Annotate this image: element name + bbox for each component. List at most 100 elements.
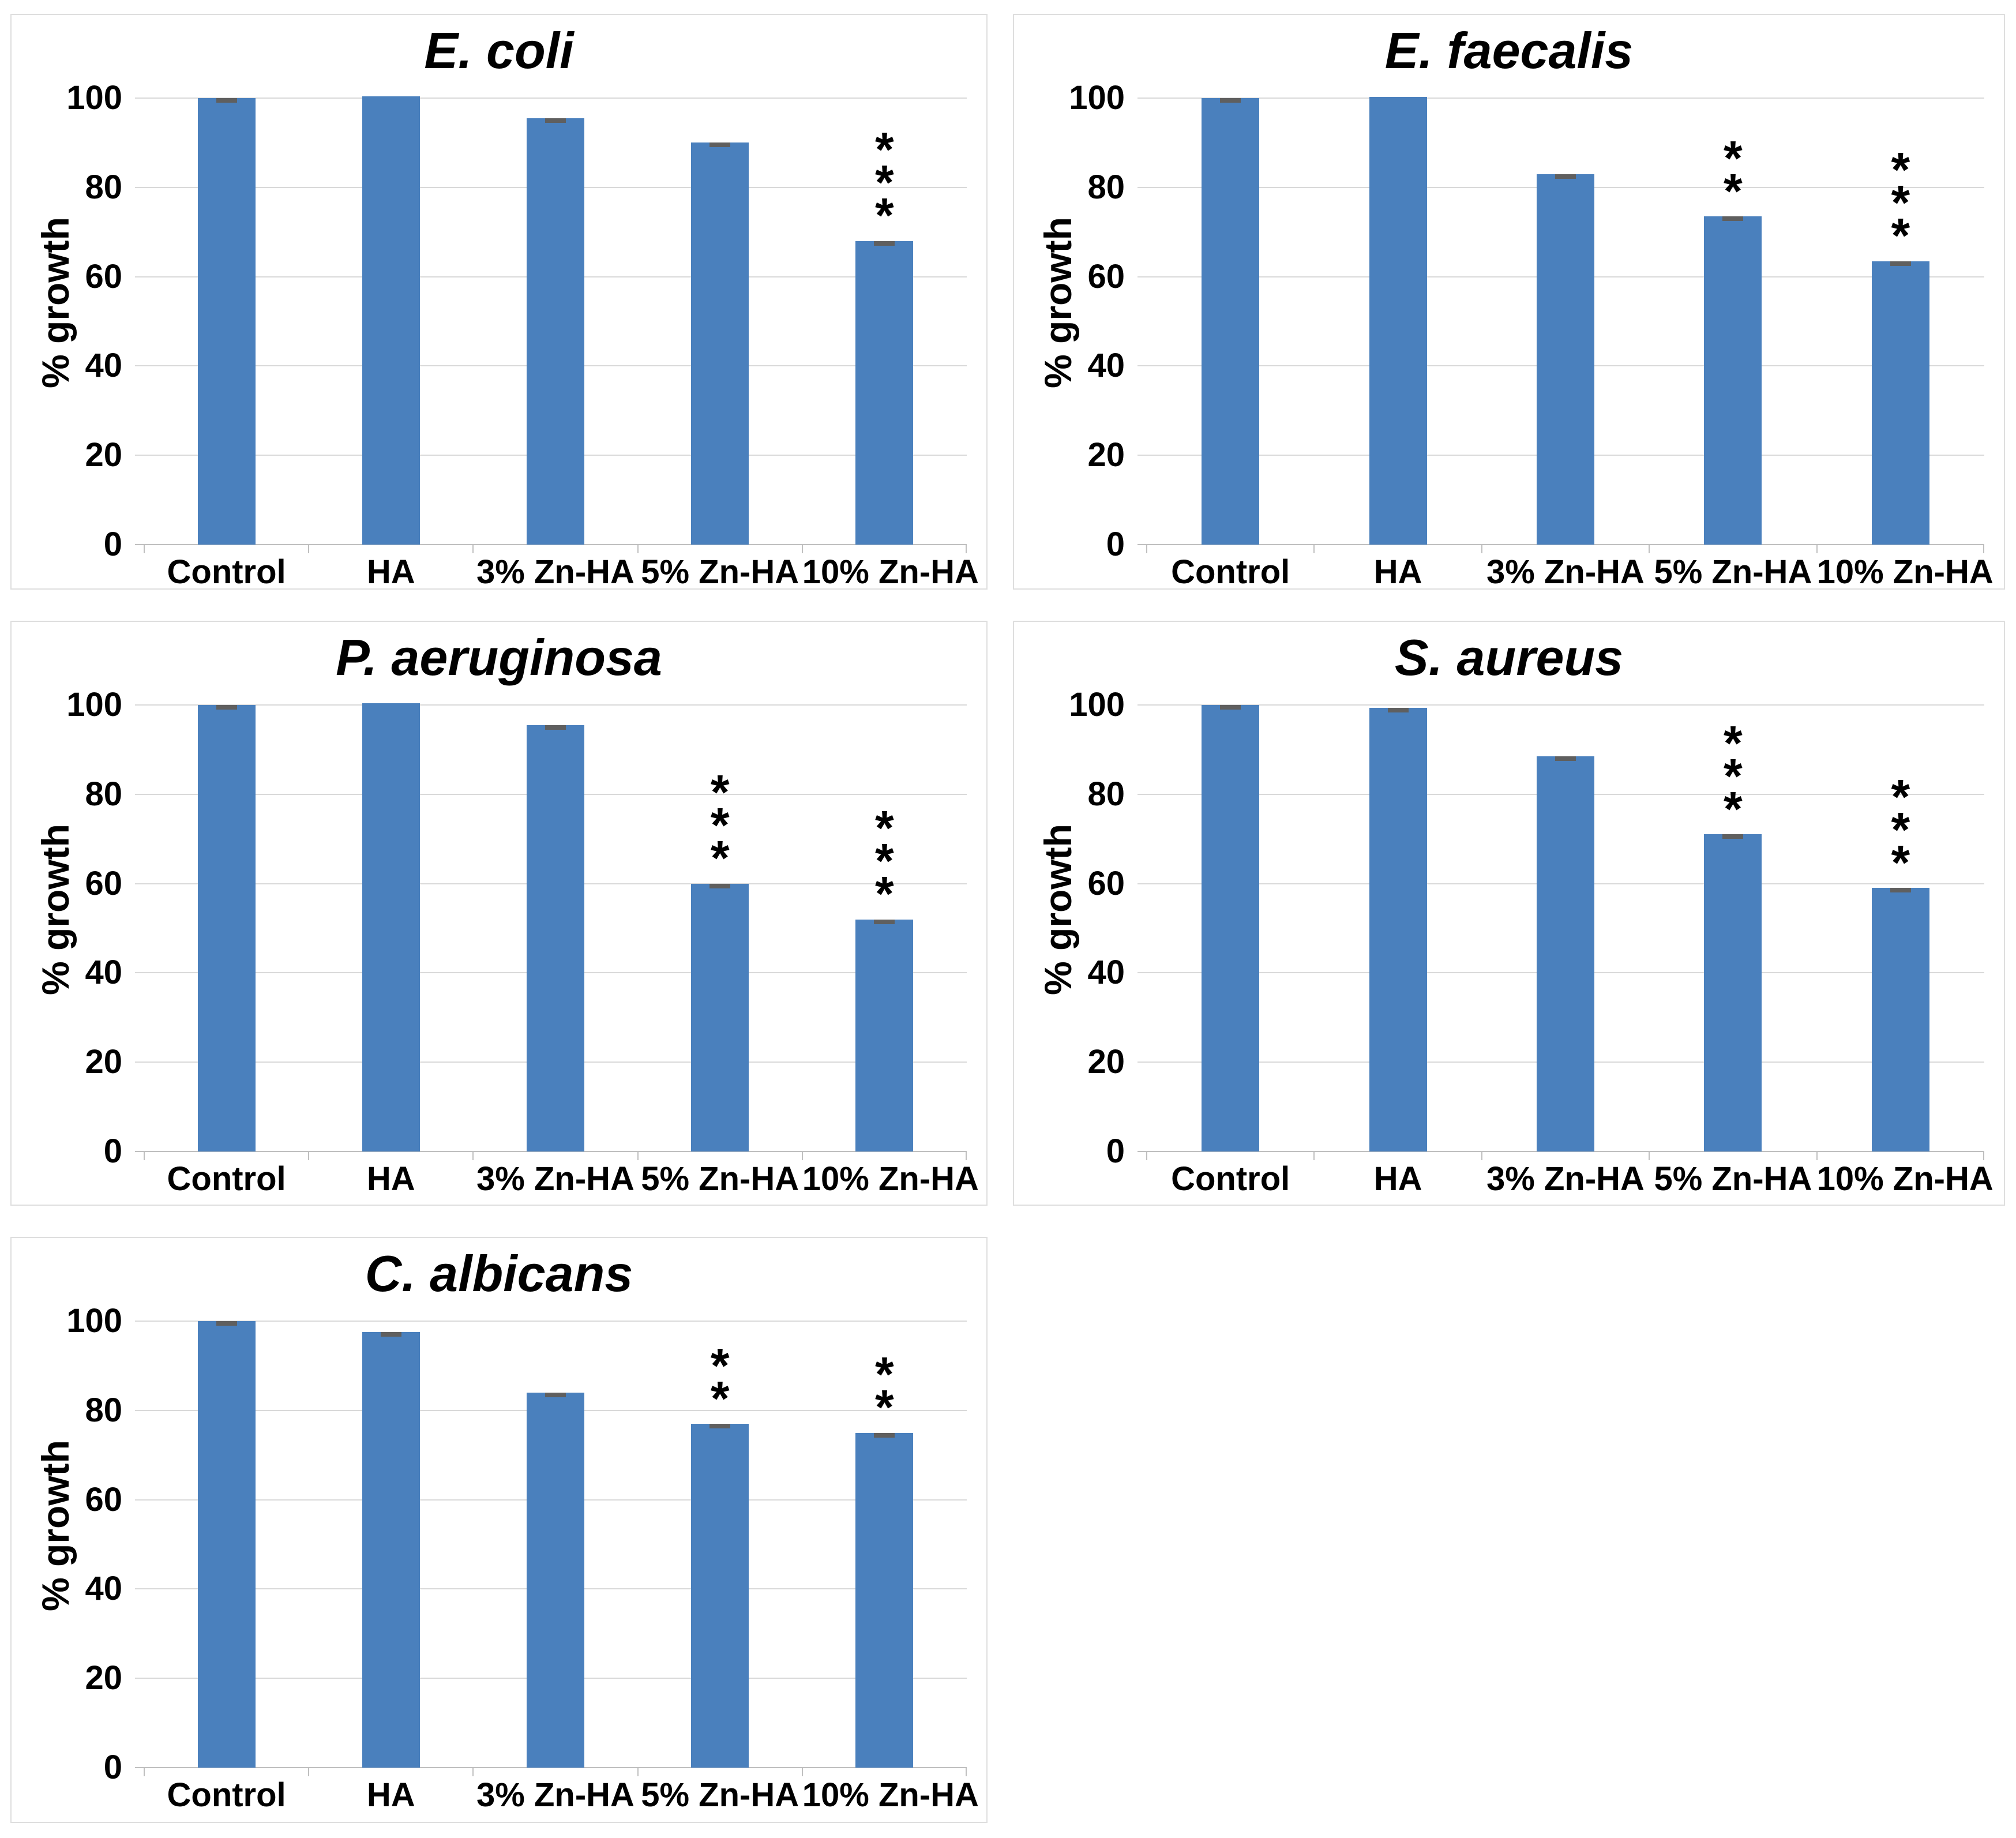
error-bar-cap (1555, 756, 1576, 762)
x-category-label: 5% Zn-HA (1654, 1160, 1812, 1198)
x-category-label: HA (366, 553, 415, 590)
y-tick-label: 100 (66, 1302, 122, 1340)
y-tick-label: 80 (85, 168, 122, 206)
y-tick-label: 20 (1087, 436, 1125, 474)
bar-ha (362, 1332, 420, 1768)
y-tick-label: 100 (1069, 686, 1125, 723)
error-bar-cap (1722, 216, 1744, 222)
x-axis-tick (144, 545, 145, 553)
x-axis-tick (1481, 545, 1482, 553)
y-tick-label: 80 (85, 1391, 122, 1429)
plot-area: 0 20 40 60 80 100 Control HA 3% Zn-HA 5% Zn-HA * * *… (66, 61, 979, 589)
x-category-label: 10% Zn-HA (802, 1776, 979, 1814)
x-category-label: 3% Zn-HA (1486, 553, 1645, 590)
x-axis-tick (966, 1768, 967, 1776)
bar-ha (362, 96, 420, 545)
significance-asterisk: * (710, 765, 730, 820)
x-category-label: 5% Zn-HA (1654, 553, 1812, 590)
error-bar-cap (545, 725, 566, 730)
x-axis-tick (308, 1152, 310, 1160)
error-bar-cap (1890, 261, 1911, 266)
significance-marker-5-zn-ha: * * * (710, 765, 730, 882)
chart-title: S. aureus (1394, 629, 1624, 686)
x-axis-tick (1649, 545, 1650, 553)
significance-asterisk: * (875, 155, 894, 210)
significance-asterisk: * (1724, 748, 1743, 803)
y-tick-label: 100 (66, 686, 122, 723)
chart-panel-e-coli: E. coli 0 20 40 60 80 100 Control HA 3% Zn-HA 5% Z… (10, 14, 988, 590)
error-bar-cap (216, 98, 237, 103)
bar-3-zn-ha (1537, 174, 1594, 545)
gridline-100 (1137, 97, 1984, 99)
bar-ha (1369, 707, 1427, 1151)
plot-area: 0 20 40 60 80 100 Control HA 3% Zn-HA * * * 5% Zn-HA… (66, 668, 979, 1196)
y-tick-label: 40 (85, 1570, 122, 1608)
chart-panel-e-faecalis: E. faecalis 0 20 40 60 80 100 Control HA 3% Zn-HA… (1013, 14, 2005, 590)
significance-asterisk: * (875, 801, 894, 856)
y-tick-label: 40 (85, 347, 122, 385)
gridline-100 (1137, 704, 1984, 706)
error-bar-cap (1890, 888, 1911, 893)
bar-3-zn-ha (527, 725, 584, 1151)
x-axis-line (135, 1151, 967, 1152)
gridline-100 (135, 97, 967, 99)
x-category-label: Control (1171, 1160, 1290, 1198)
y-tick-label: 20 (85, 436, 122, 474)
y-tick-label: 40 (1087, 954, 1125, 992)
bar-5-zn-ha (1704, 216, 1762, 545)
bar-3-zn-ha (527, 1392, 584, 1768)
x-axis-tick (637, 545, 639, 553)
x-category-label: 5% Zn-HA (641, 553, 799, 590)
y-tick-label: 0 (103, 526, 122, 563)
x-axis-tick (801, 545, 803, 553)
error-bar-cap (545, 118, 566, 123)
x-axis-line (1137, 544, 1984, 545)
plot-area: 0 20 40 60 80 100 Control HA 3% Zn-HA * * * 5% Zn-HA… (1069, 668, 1994, 1196)
x-axis-tick (801, 1768, 803, 1776)
x-axis-tick (966, 545, 967, 553)
bar-10-zn-ha (1871, 261, 1929, 545)
x-category-label: 5% Zn-HA (641, 1776, 799, 1814)
significance-asterisk: * (1891, 208, 1910, 263)
x-category-label: 10% Zn-HA (802, 1160, 979, 1198)
significance-asterisk: * (1724, 163, 1743, 218)
significance-asterisk: * (710, 1371, 730, 1426)
x-axis-tick (1816, 1152, 1818, 1160)
bar-control (197, 705, 256, 1151)
significance-asterisk: * (1891, 835, 1910, 890)
error-bar-cap (874, 919, 895, 924)
significance-marker-5-zn-ha: * * (710, 1341, 730, 1426)
x-category-label: HA (1373, 1160, 1422, 1198)
x-axis-tick (1481, 1152, 1482, 1160)
significance-asterisk: * (875, 122, 894, 177)
significance-asterisk: * (1891, 142, 1910, 197)
x-axis-tick (1146, 545, 1147, 553)
y-tick-label: 60 (85, 864, 122, 902)
error-bar-cap (709, 142, 731, 148)
x-category-label: 3% Zn-HA (476, 1776, 635, 1814)
x-category-label: Control (167, 1160, 286, 1198)
gridline-100 (135, 704, 967, 706)
significance-asterisk: * (1891, 802, 1910, 857)
y-tick-label: 40 (1087, 347, 1125, 385)
error-bar-cap (545, 1392, 566, 1397)
x-category-label: 3% Zn-HA (476, 553, 635, 590)
y-tick-label: 40 (85, 954, 122, 992)
x-axis-line (1137, 1151, 1984, 1152)
significance-marker-10-zn-ha: * * * (875, 801, 894, 918)
bar-5-zn-ha (1704, 834, 1762, 1151)
error-bar-cap (874, 241, 895, 246)
chart-title: E. faecalis (1384, 22, 1634, 79)
x-category-label: Control (1171, 553, 1290, 590)
x-axis-tick (1313, 1152, 1315, 1160)
significance-asterisk: * (1891, 175, 1910, 230)
x-axis-tick (637, 1768, 639, 1776)
error-bar-cap (216, 705, 237, 710)
significance-asterisk: * (1724, 715, 1743, 770)
chart-title: E. coli (424, 22, 574, 79)
y-tick-label: 80 (1087, 168, 1125, 206)
x-axis-line (135, 1767, 967, 1768)
y-tick-label: 0 (1106, 526, 1125, 563)
x-axis-tick (308, 545, 310, 553)
error-bar-cap (1220, 705, 1241, 710)
